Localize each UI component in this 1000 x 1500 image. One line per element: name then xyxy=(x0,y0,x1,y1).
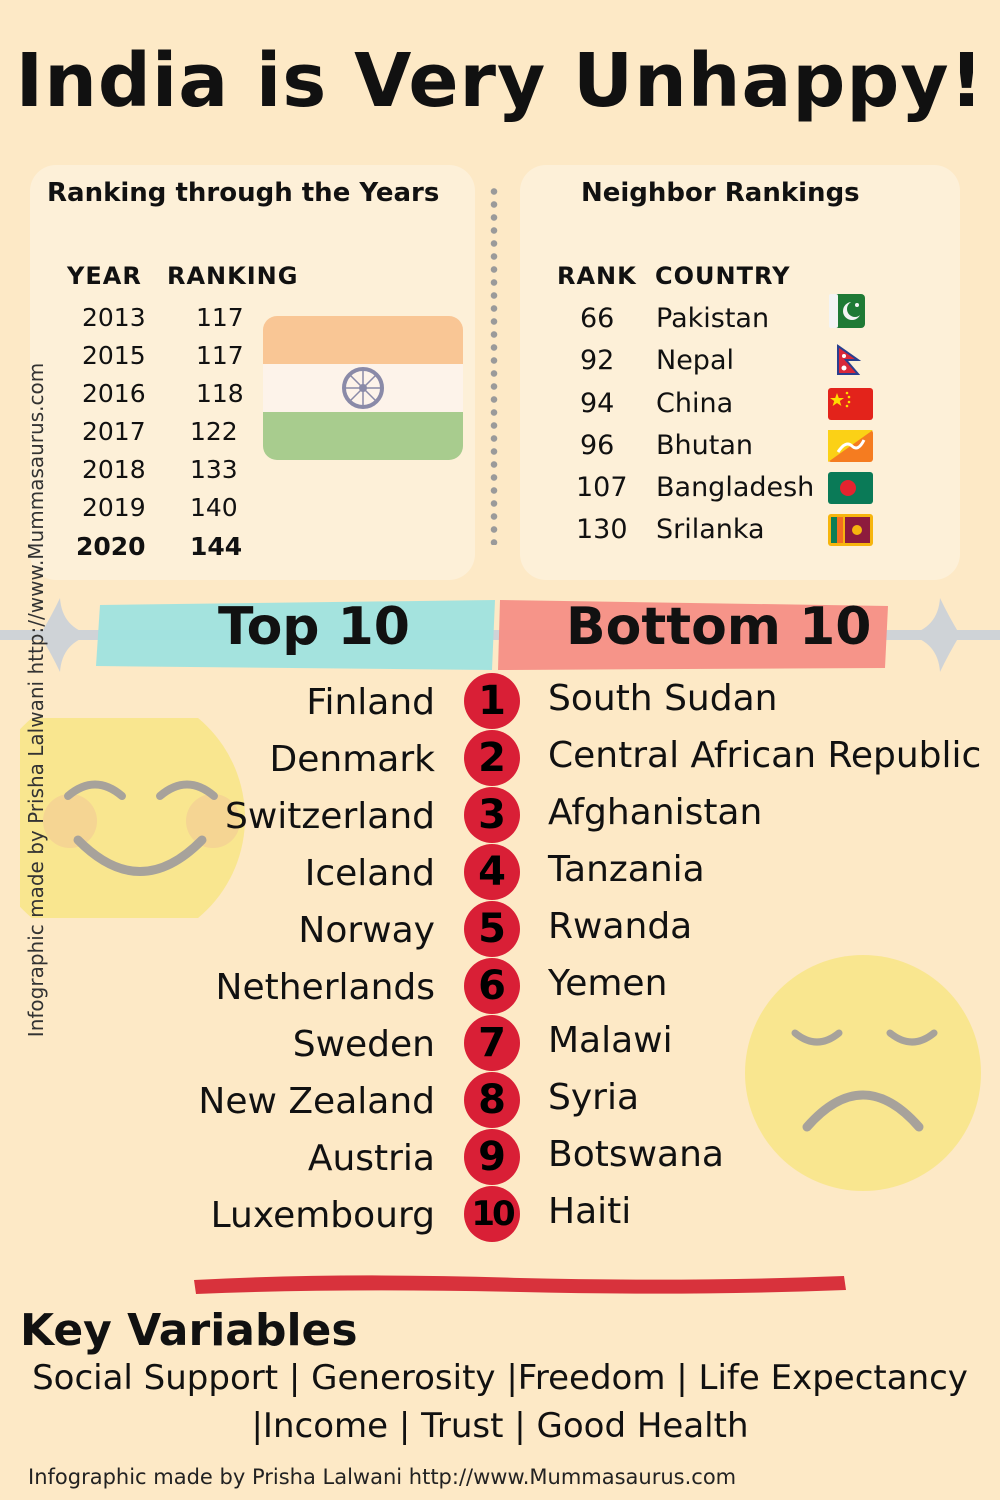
pakistan-flag-icon xyxy=(829,294,865,328)
bhutan-flag-icon xyxy=(828,430,873,462)
smiling-face-icon xyxy=(20,718,245,918)
year-cell: 2013 xyxy=(82,303,146,332)
rank-cell: 133 xyxy=(190,455,238,484)
arrow-banner xyxy=(0,598,1000,672)
bottom-country: Botswana xyxy=(548,1134,724,1175)
neighbor-country: Pakistan xyxy=(656,303,770,334)
rank-badge: 1 xyxy=(464,673,520,729)
top-country: New Zealand xyxy=(198,1081,435,1122)
bangladesh-flag-icon xyxy=(828,472,873,504)
top-country: Sweden xyxy=(292,1024,435,1065)
key-variables-line-2: |Income | Trust | Good Health xyxy=(251,1406,749,1446)
year-column-header: YEAR xyxy=(67,262,142,290)
year-cell: 2019 xyxy=(82,493,146,522)
key-variables-line-1: Social Support | Generosity |Freedom | L… xyxy=(32,1358,968,1398)
top-country: Austria xyxy=(307,1138,435,1179)
bottom-10-heading: Bottom 10 xyxy=(566,597,872,657)
neighbor-country: Nepal xyxy=(656,345,734,376)
neighbor-rank: 92 xyxy=(580,345,615,376)
neighbor-rank: 96 xyxy=(580,430,615,461)
year-cell: 2017 xyxy=(82,417,146,446)
rank-badge: 2 xyxy=(464,730,520,786)
neighbor-country: Bhutan xyxy=(656,430,753,461)
india-flag-icon xyxy=(263,316,463,460)
rank-cell: 118 xyxy=(196,379,244,408)
country-column-header: COUNTRY xyxy=(655,262,791,290)
bottom-country: Rwanda xyxy=(548,906,693,947)
top-10-heading: Top 10 xyxy=(218,597,410,657)
bottom-country: Haiti xyxy=(548,1191,632,1232)
top-country: Switzerland xyxy=(225,796,435,837)
top-country: Iceland xyxy=(304,853,435,894)
ranking-column-header: RANKING xyxy=(167,262,299,290)
neighbor-rank: 66 xyxy=(580,303,615,334)
year-cell: 2015 xyxy=(82,341,146,370)
sad-face-icon xyxy=(745,955,981,1191)
bottom-country: Tanzania xyxy=(548,849,705,890)
bottom-country: Yemen xyxy=(548,963,668,1004)
rank-badge: 10 xyxy=(464,1186,520,1242)
neighbor-rankings-card xyxy=(520,165,960,580)
footer-credit: Infographic made by Prisha Lalwani http:… xyxy=(28,1465,737,1489)
rank-cell: 122 xyxy=(190,417,238,446)
china-flag-icon xyxy=(828,388,873,420)
neighbor-rankings-title: Neighbor Rankings xyxy=(581,178,860,208)
divider xyxy=(489,185,499,545)
rank-badge: 9 xyxy=(464,1129,520,1185)
rank-badge: 6 xyxy=(464,958,520,1014)
rank-cell-current: 144 xyxy=(190,532,243,561)
key-variables-title: Key Variables xyxy=(20,1305,358,1356)
top-country: Denmark xyxy=(269,739,435,780)
top-country: Luxembourg xyxy=(210,1195,435,1236)
rank-badge: 3 xyxy=(464,787,520,843)
bottom-country: Malawi xyxy=(548,1020,673,1061)
rank-cell: 140 xyxy=(190,493,238,522)
year-cell: 2016 xyxy=(82,379,146,408)
neighbor-country: Srilanka xyxy=(656,514,765,545)
bottom-country: South Sudan xyxy=(548,678,778,719)
top-country: Finland xyxy=(306,682,435,723)
rank-badge: 8 xyxy=(464,1072,520,1128)
nepal-flag-icon xyxy=(837,344,862,375)
bottom-country: Central African Republic xyxy=(548,735,982,776)
divider-brush xyxy=(194,1275,846,1294)
rank-badge: 4 xyxy=(464,844,520,900)
top-country: Norway xyxy=(298,910,435,951)
year-cell: 2018 xyxy=(82,455,146,484)
bottom-country: Afghanistan xyxy=(548,792,763,833)
neighbor-rank: 130 xyxy=(576,514,628,545)
rank-badge: 5 xyxy=(464,901,520,957)
year-cell-current: 2020 xyxy=(76,532,146,561)
rank-cell: 117 xyxy=(196,341,244,370)
neighbor-rank: 107 xyxy=(576,472,628,503)
top-country: Netherlands xyxy=(215,967,435,1008)
ranking-years-title: Ranking through the Years xyxy=(47,178,440,208)
bottom-country: Syria xyxy=(548,1077,640,1118)
rank-column-header: RANK xyxy=(557,262,637,290)
srilanka-flag-icon xyxy=(828,514,873,546)
neighbor-rank: 94 xyxy=(580,388,615,419)
neighbor-country: Bangladesh xyxy=(656,472,815,503)
neighbor-country: China xyxy=(656,388,734,419)
rank-badge: 7 xyxy=(464,1015,520,1071)
rank-cell: 117 xyxy=(196,303,244,332)
page-title: India is Very Unhappy! xyxy=(15,38,985,124)
